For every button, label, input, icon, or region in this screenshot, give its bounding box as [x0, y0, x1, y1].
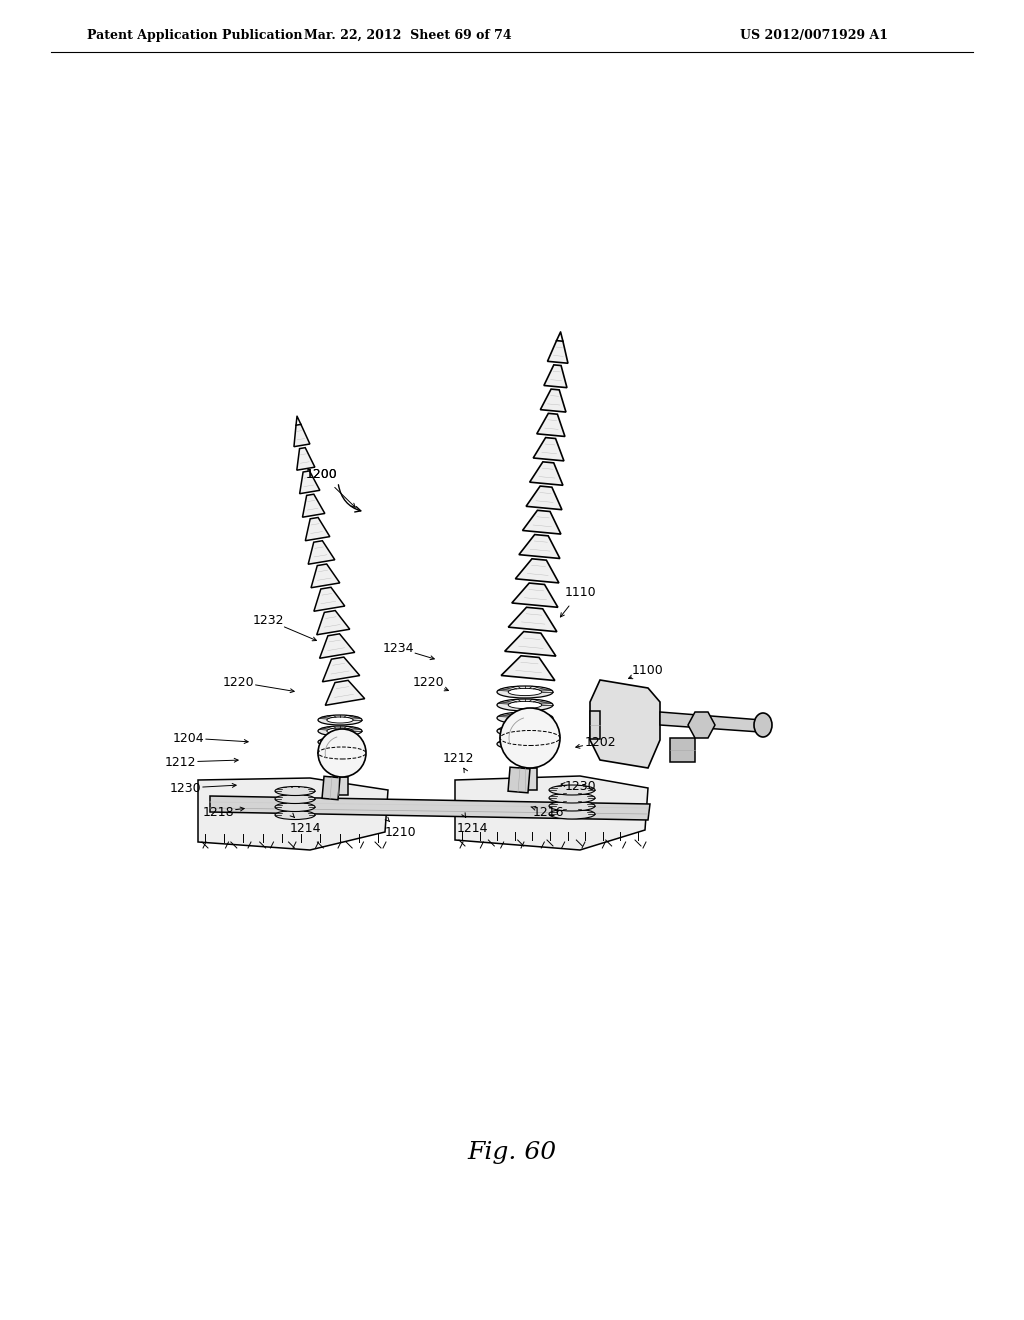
Polygon shape — [688, 711, 715, 738]
Text: 1230: 1230 — [169, 781, 201, 795]
Ellipse shape — [549, 809, 595, 818]
Ellipse shape — [497, 700, 553, 711]
Text: 1210: 1210 — [384, 825, 416, 838]
Ellipse shape — [508, 689, 542, 696]
Ellipse shape — [318, 715, 362, 725]
Ellipse shape — [275, 803, 315, 812]
Ellipse shape — [318, 737, 362, 747]
Polygon shape — [505, 631, 556, 656]
Polygon shape — [537, 413, 565, 437]
Polygon shape — [590, 711, 600, 739]
Text: 1214: 1214 — [289, 821, 321, 834]
Polygon shape — [314, 587, 345, 611]
Ellipse shape — [327, 750, 353, 756]
Ellipse shape — [327, 739, 353, 744]
Circle shape — [500, 708, 560, 768]
Polygon shape — [515, 558, 559, 583]
Ellipse shape — [327, 717, 353, 723]
Ellipse shape — [549, 793, 595, 803]
Text: 1110: 1110 — [564, 586, 596, 598]
Polygon shape — [326, 680, 365, 705]
Ellipse shape — [318, 726, 362, 737]
Ellipse shape — [508, 741, 542, 747]
Polygon shape — [660, 711, 762, 733]
Text: 1220: 1220 — [222, 676, 254, 689]
Ellipse shape — [497, 686, 553, 698]
Polygon shape — [305, 517, 330, 541]
Text: 1202: 1202 — [584, 735, 615, 748]
Polygon shape — [322, 776, 340, 800]
Polygon shape — [508, 607, 557, 632]
Ellipse shape — [275, 795, 315, 804]
Ellipse shape — [497, 738, 553, 750]
Ellipse shape — [327, 729, 353, 734]
Ellipse shape — [275, 787, 315, 796]
Ellipse shape — [754, 713, 772, 737]
Polygon shape — [328, 777, 348, 795]
Ellipse shape — [497, 725, 553, 737]
Text: 1230: 1230 — [564, 780, 596, 792]
Polygon shape — [544, 364, 567, 388]
Polygon shape — [526, 486, 562, 510]
Polygon shape — [670, 738, 695, 762]
Polygon shape — [541, 389, 566, 412]
Text: 1212: 1212 — [164, 755, 196, 768]
Polygon shape — [534, 438, 564, 461]
Text: 1214: 1214 — [457, 821, 487, 834]
Text: 1212: 1212 — [442, 751, 474, 764]
Polygon shape — [522, 511, 561, 535]
Text: Fig. 60: Fig. 60 — [467, 1140, 557, 1163]
Polygon shape — [519, 535, 560, 558]
Polygon shape — [294, 425, 310, 446]
Polygon shape — [198, 777, 388, 850]
Ellipse shape — [549, 785, 595, 795]
Text: 1100: 1100 — [632, 664, 664, 676]
Ellipse shape — [508, 701, 542, 709]
Text: 1216: 1216 — [532, 805, 564, 818]
Text: US 2012/0071929 A1: US 2012/0071929 A1 — [740, 29, 888, 41]
Ellipse shape — [508, 727, 542, 735]
Polygon shape — [512, 583, 558, 607]
Polygon shape — [316, 611, 350, 635]
Polygon shape — [302, 494, 325, 517]
Text: 1200: 1200 — [306, 469, 338, 482]
Text: Mar. 22, 2012  Sheet 69 of 74: Mar. 22, 2012 Sheet 69 of 74 — [304, 29, 512, 41]
Polygon shape — [319, 634, 354, 659]
Ellipse shape — [549, 801, 595, 810]
Polygon shape — [308, 541, 335, 564]
Polygon shape — [210, 796, 650, 820]
Polygon shape — [508, 767, 530, 793]
Ellipse shape — [497, 711, 553, 723]
Polygon shape — [300, 471, 319, 494]
Text: Patent Application Publication: Patent Application Publication — [87, 29, 302, 41]
Text: 1234: 1234 — [382, 642, 414, 655]
Text: 1200: 1200 — [306, 469, 338, 482]
Polygon shape — [529, 462, 563, 486]
Polygon shape — [311, 564, 340, 587]
Text: 1220: 1220 — [413, 676, 443, 689]
Ellipse shape — [318, 748, 362, 758]
Ellipse shape — [508, 714, 542, 722]
Text: 1204: 1204 — [172, 731, 204, 744]
Polygon shape — [501, 656, 555, 681]
Polygon shape — [455, 776, 648, 850]
Ellipse shape — [275, 810, 315, 820]
Text: 1218: 1218 — [202, 805, 233, 818]
Polygon shape — [548, 341, 568, 363]
Polygon shape — [513, 768, 537, 789]
Polygon shape — [323, 657, 359, 682]
Polygon shape — [590, 680, 660, 768]
Text: 1232: 1232 — [252, 614, 284, 627]
Polygon shape — [297, 447, 314, 470]
Circle shape — [318, 729, 366, 777]
